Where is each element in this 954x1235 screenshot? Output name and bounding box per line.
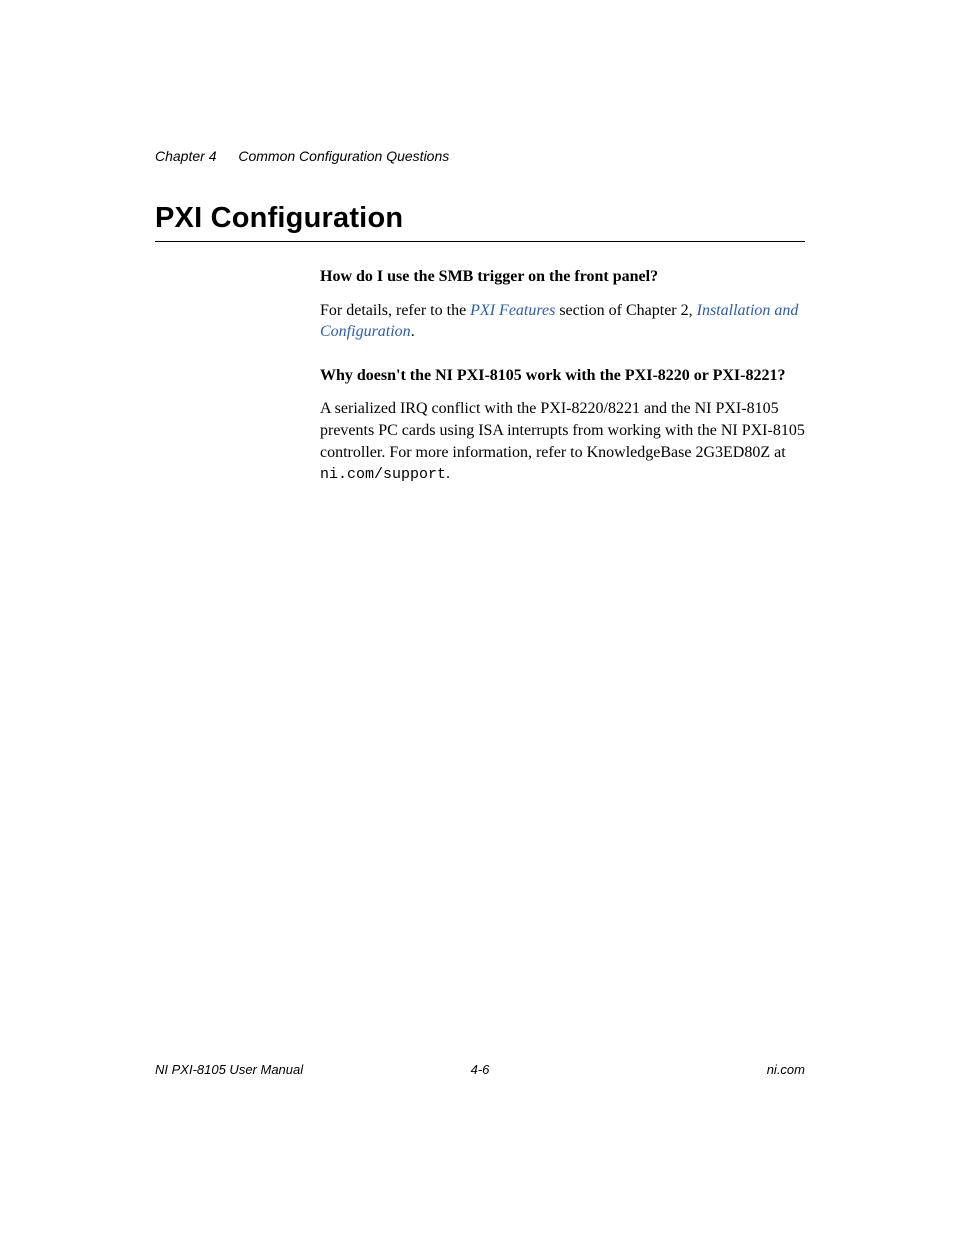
text-run: . <box>446 465 450 482</box>
chapter-number: Chapter 4 <box>155 148 216 164</box>
running-header: Chapter 4 Common Configuration Questions <box>155 148 805 164</box>
support-url: ni.com/support <box>320 466 446 483</box>
section-title: PXI Configuration <box>155 202 805 242</box>
answer-2: A serialized IRQ conflict with the PXI-8… <box>320 398 805 485</box>
chapter-title: Common Configuration Questions <box>238 148 449 164</box>
text-run: For details, refer to the <box>320 302 470 319</box>
question-1: How do I use the SMB trigger on the fron… <box>320 266 805 288</box>
text-run: . <box>411 323 415 340</box>
footer-manual-title: NI PXI-8105 User Manual <box>155 1062 303 1077</box>
page-content: Chapter 4 Common Configuration Questions… <box>155 148 805 507</box>
text-run: A serialized IRQ conflict with the PXI-8… <box>320 400 805 460</box>
question-2: Why doesn't the NI PXI-8105 work with th… <box>320 365 805 387</box>
footer-site: ni.com <box>767 1062 805 1077</box>
pxi-features-link[interactable]: PXI Features <box>470 302 555 319</box>
body-column: How do I use the SMB trigger on the fron… <box>320 266 805 485</box>
page-footer: NI PXI-8105 User Manual 4-6 ni.com <box>155 1062 805 1077</box>
text-run: section of Chapter 2, <box>555 302 696 319</box>
answer-1: For details, refer to the PXI Features s… <box>320 300 805 343</box>
